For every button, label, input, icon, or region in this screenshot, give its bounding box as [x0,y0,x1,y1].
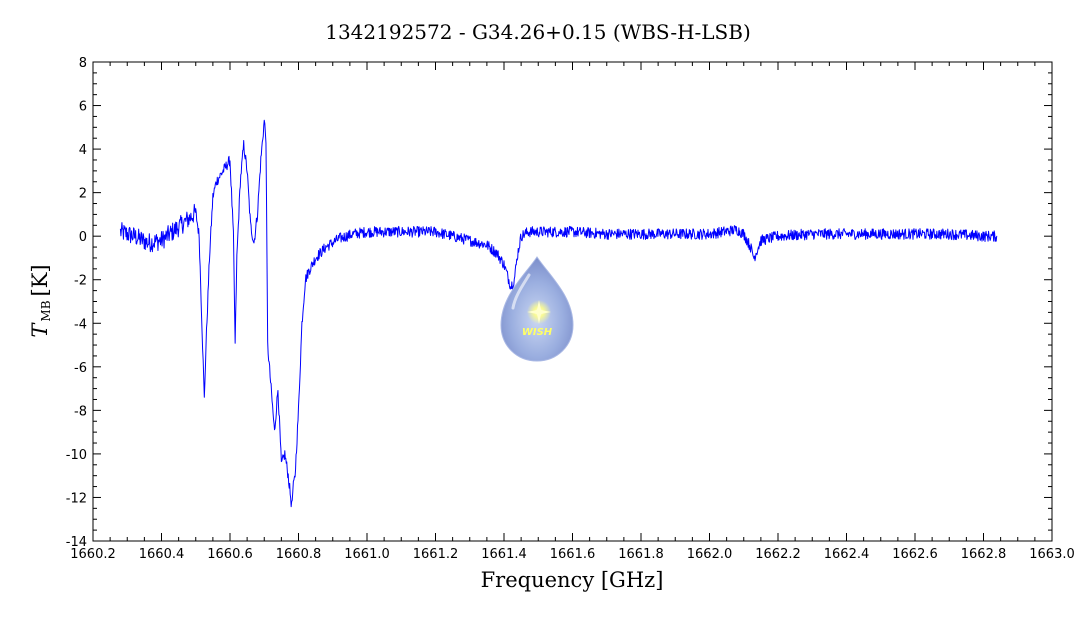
y-tick-label: -10 [66,448,87,463]
x-tick-label: 1662.0 [687,547,733,562]
plot-frame [92,61,1053,542]
x-tick-label: 1660.8 [276,547,322,562]
y-tick-label: -4 [74,317,87,332]
y-axis-label: TMB [K] [28,264,53,337]
x-tick-label: 1660.4 [139,547,185,562]
y-axis-label-sub: MB [39,300,53,321]
x-tick-label: 1661.4 [481,547,527,562]
x-axis-label: Frequency [GHz] [481,568,664,592]
x-tick-label: 1662.4 [824,547,870,562]
y-tick-label: -2 [74,274,87,289]
chart-title: 1342192572 - G34.26+0.15 (WBS-H-LSB) [325,20,751,44]
logo-text: WISH [522,327,553,338]
x-tick-label: 1662.8 [961,547,1007,562]
x-tick-label: 1663.0 [1029,547,1075,562]
series-group [119,119,998,508]
y-tick-label: 8 [79,56,87,71]
x-tick-label: 1661.0 [344,547,390,562]
y-tick-label: 2 [79,187,87,202]
y-axis: -14 -12 -10 -8 -6 -4 -2 0 2 4 6 8 [66,56,1052,550]
x-tick-label: 1661.6 [550,547,596,562]
x-tick-label: 1661.2 [413,547,459,562]
x-tick-label: 1660.6 [207,547,253,562]
x-tick-label: 1662.2 [755,547,801,562]
y-tick-label: 4 [79,143,87,158]
svg-text:TMB[K]: TMB [K] [28,264,53,337]
y-tick-label: -12 [66,491,87,506]
y-axis-label-unit: [K] [28,264,52,296]
x-tick-label: 1661.8 [618,547,664,562]
wish-logo: WISH [500,256,574,362]
y-tick-label: -8 [74,404,87,419]
x-tick-label: 1662.6 [892,547,938,562]
y-tick-label: 0 [79,230,87,245]
y-tick-label: -6 [74,361,87,376]
y-axis-label-main: T [28,322,52,338]
spectrum-line [119,119,998,508]
y-tick-label: -14 [66,535,87,550]
y-tick-label: 6 [79,100,87,115]
x-axis: 1660.2 1660.4 1660.6 1660.8 1661.0 1661.2 1661… [70,62,1075,562]
x-tick-label: 1660.2 [70,547,116,562]
